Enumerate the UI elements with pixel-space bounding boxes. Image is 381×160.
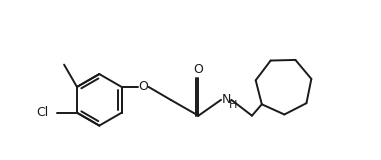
Text: Cl: Cl	[36, 106, 48, 119]
Text: O: O	[194, 63, 203, 76]
Text: O: O	[138, 80, 148, 93]
Text: H: H	[229, 100, 237, 110]
Text: N: N	[221, 93, 231, 106]
